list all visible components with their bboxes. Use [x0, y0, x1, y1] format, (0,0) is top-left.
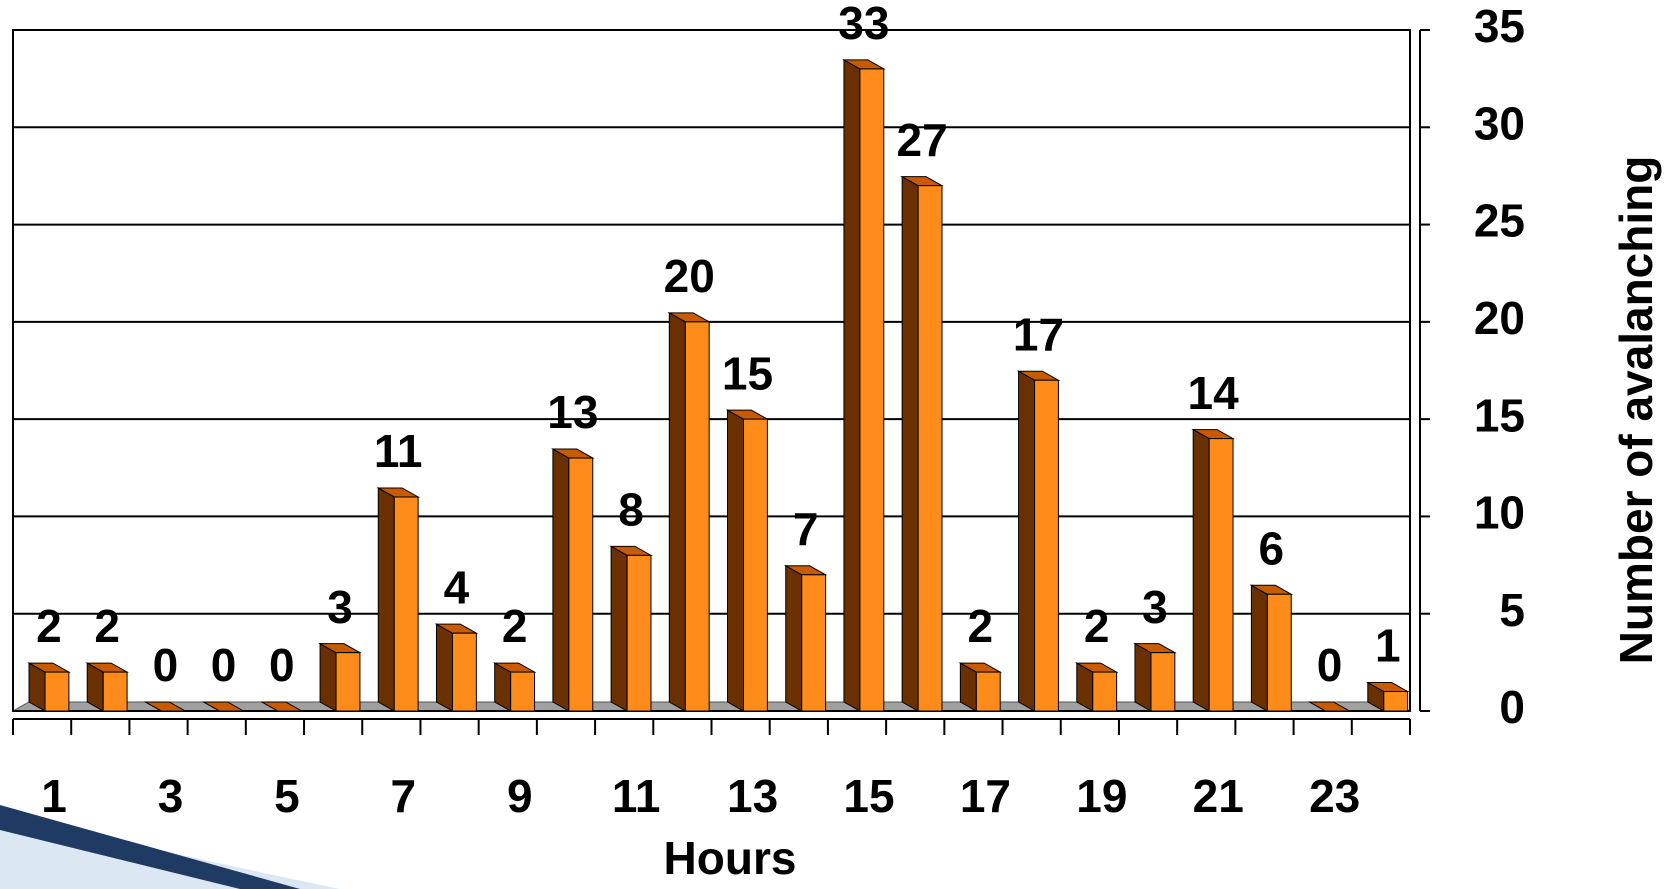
value-label: 0 [153, 639, 179, 691]
bar-side [1192, 428, 1210, 712]
bar [975, 671, 1001, 712]
bar [1208, 438, 1234, 712]
bar [393, 496, 419, 712]
y-tick-label: 35 [1474, 0, 1525, 52]
bar-side [377, 487, 395, 712]
value-label: 13 [547, 386, 598, 438]
value-label: 2 [967, 600, 993, 652]
y-tick-label: 10 [1474, 487, 1525, 539]
bar [568, 457, 594, 712]
bar [102, 671, 128, 712]
bar-side [319, 642, 337, 712]
x-tick-label: 7 [391, 770, 417, 822]
bar [1383, 691, 1409, 712]
decoration [0, 815, 340, 889]
bar [44, 671, 70, 712]
value-label: 17 [1013, 308, 1064, 360]
bar [1266, 593, 1292, 712]
x-tick-label: 17 [960, 770, 1011, 822]
y-tick-label: 0 [1499, 681, 1525, 733]
bar-top [143, 701, 188, 712]
x-tick-label: 1 [41, 770, 67, 822]
value-label: 15 [722, 347, 773, 399]
bar [1092, 671, 1118, 712]
bar [801, 574, 827, 712]
bar-top [201, 701, 246, 712]
bar [743, 418, 768, 712]
bar [684, 321, 710, 712]
value-label: 20 [664, 250, 715, 302]
y-tick-label: 30 [1474, 97, 1525, 149]
value-label: 0 [211, 639, 237, 691]
bar [510, 671, 536, 712]
value-label: 1 [1375, 620, 1401, 672]
value-label: 7 [793, 503, 819, 555]
x-tick-label: 3 [158, 770, 184, 822]
bar-side [843, 59, 861, 712]
bar-top [1307, 701, 1352, 712]
bar-side [610, 545, 628, 712]
bar [917, 185, 943, 712]
value-label: 6 [1259, 522, 1285, 574]
value-label: 8 [618, 483, 644, 535]
bar-side [1018, 370, 1036, 712]
bar [1034, 379, 1059, 712]
x-tick-label: 11 [612, 770, 661, 822]
bar-side [901, 175, 919, 712]
x-tick-label: 19 [1076, 770, 1127, 822]
bar-side [785, 564, 803, 712]
x-tick-label: 21 [1193, 770, 1244, 822]
value-label: 0 [269, 639, 295, 691]
x-tick-label: 9 [507, 770, 533, 822]
bar-side [1134, 642, 1152, 712]
value-label: 2 [1084, 600, 1110, 652]
bar [451, 632, 477, 712]
x-tick-label: 13 [727, 770, 778, 822]
value-label: 2 [94, 600, 120, 652]
y-tick-label: 20 [1474, 292, 1525, 344]
bar-side [1250, 584, 1268, 712]
value-label: 14 [1188, 367, 1240, 419]
value-label: 3 [327, 581, 353, 633]
bar-side [435, 623, 453, 712]
value-label: 2 [36, 600, 62, 652]
value-label: 33 [838, 0, 889, 49]
bar-top [259, 701, 304, 712]
value-label: 11 [374, 425, 423, 477]
x-axis-title: Hours [664, 832, 797, 884]
x-tick-label: 15 [843, 770, 894, 822]
bar-side [727, 409, 745, 712]
x-tick-label: 5 [274, 770, 300, 822]
bar [859, 68, 885, 712]
x-tick-label: 23 [1309, 770, 1360, 822]
value-label: 0 [1317, 639, 1343, 691]
y-tick-label: 5 [1499, 584, 1525, 636]
bar [335, 652, 361, 712]
decoration [0, 805, 300, 889]
bar [626, 554, 652, 712]
value-label: 2 [502, 600, 528, 652]
bar [1150, 652, 1176, 712]
y-axis-title: Number of avalanching [1610, 156, 1662, 665]
y-tick-label: 25 [1474, 195, 1525, 247]
y-tick-label: 15 [1474, 389, 1525, 441]
value-label: 3 [1142, 581, 1168, 633]
value-label: 27 [896, 114, 947, 166]
bar-side [552, 448, 570, 712]
bar-side [668, 312, 686, 712]
value-label: 4 [444, 561, 470, 613]
